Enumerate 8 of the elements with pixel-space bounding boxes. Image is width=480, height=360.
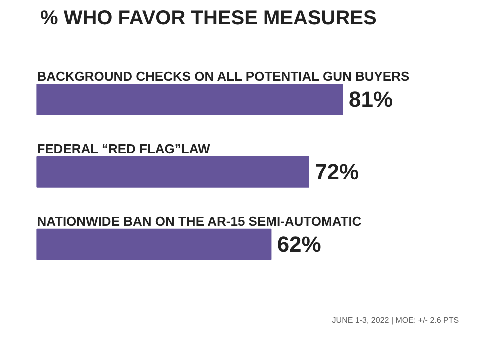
text: JUNE 1-3, 2022 | MOE: +/- 2.6 PTS <box>332 316 460 326</box>
y-tick-label: FEDERAL “RED FLAG”LAW <box>37 141 212 156</box>
data-label: 62% <box>277 232 322 258</box>
chart-title: % WHO FAVOR THESE MEASURES <box>40 8 377 30</box>
y-tick-label: BACKGROUND CHECKS ON ALL POTENTIAL GUN BUYERS <box>37 69 410 84</box>
data-label: 72% <box>315 160 360 185</box>
y-tick-label: NATIONWIDE BAN ON THE AR-15 SEMI-AUTOMATIC <box>37 214 362 229</box>
data-label: 81% <box>349 87 394 112</box>
